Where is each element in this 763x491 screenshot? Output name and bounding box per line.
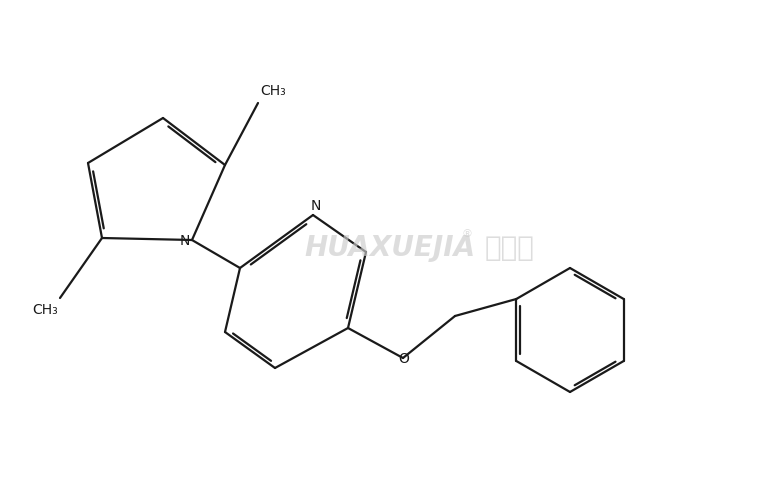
Text: N: N bbox=[311, 199, 321, 213]
Text: N: N bbox=[180, 234, 190, 248]
Text: ®: ® bbox=[462, 229, 472, 239]
Text: HUAXUEJIA: HUAXUEJIA bbox=[304, 234, 475, 262]
Text: CH₃: CH₃ bbox=[32, 303, 58, 317]
Text: 化学加: 化学加 bbox=[485, 234, 535, 262]
Text: CH₃: CH₃ bbox=[260, 84, 286, 98]
Text: O: O bbox=[398, 352, 410, 366]
